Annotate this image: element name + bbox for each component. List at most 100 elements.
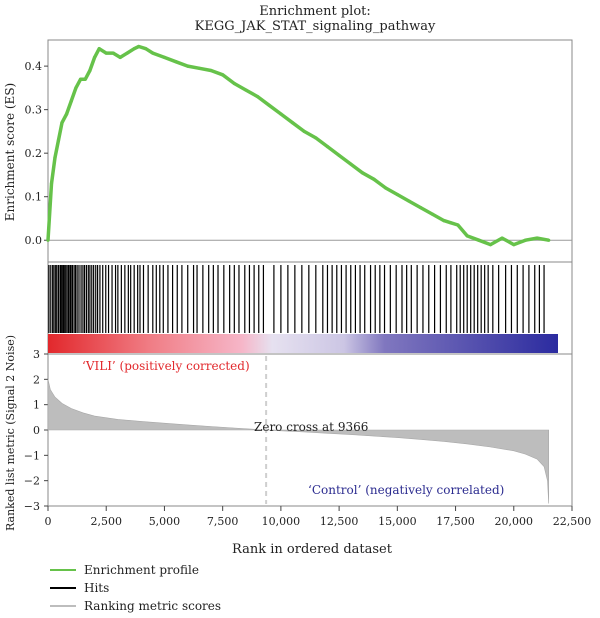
metric-y-tick-label: −1 [24,449,40,462]
x-tick-label: 20,000 [495,515,534,528]
es-y-tick-label: 0.2 [25,147,43,160]
enrichment-profile-point [137,44,141,49]
legend-label-metric: Ranking metric scores [84,599,221,613]
enrichment-profile-point [232,81,236,86]
enrichment-profile-point [56,138,61,142]
ranking-metric-series [47,379,549,504]
enrichment-profile-point [209,68,213,73]
metric-y-tick-label: −3 [24,500,40,513]
enrichment-profile-point [111,51,115,55]
x-tick-label: 0 [45,515,52,528]
enrichment-profile-point [60,121,64,125]
x-tick-label: 12,500 [320,515,359,528]
enrichment-profile-point [456,223,460,227]
es-y-tick-label: 0.1 [25,191,43,204]
positive-label: ‘VILI’ (positively corrected) [82,359,250,373]
enrichment-profile-point [83,77,87,81]
es-y-tick-label: 0.4 [25,60,43,73]
enrichment-profile-point [512,242,516,247]
enrichment-profile-point [125,51,129,55]
enrichment-profile-point [349,162,353,166]
enrichment-profile-point [74,86,78,90]
enrichment-profile-point [49,182,54,186]
enrichment-profile-point [360,171,364,175]
enrichment-profile-point [395,192,399,197]
x-axis: 0 2,500 5,000 7,500 10,000 12,500 15,000 17,500… [45,506,592,528]
es-y-axis-label: Enrichment score (ES) [3,83,17,221]
enrichment-profile-point [144,47,148,51]
enrichment-profile-point [442,219,446,223]
enrichment-profile-point [419,205,423,210]
enrichment-profile-point [53,155,57,160]
metric-y-axis: −3 −2 −1 0 1 2 3 [24,348,48,513]
es-panel-frame [47,39,573,263]
rank-gradient-bar [48,334,558,353]
metric-y-axis-label: Ranked list metric (Signal 2 Noise) [4,335,17,531]
enrichment-profile-point [500,236,504,240]
chart-title-line2: KEGG_JAK_STAT_signaling_pathway [195,19,436,34]
enrichment-profile-point [151,51,155,55]
enrichment-profile-point [314,136,318,140]
enrichment-profile-point [174,60,178,64]
chart-title-line1: Enrichment plot: [259,4,371,19]
es-y-axis: 0.0 0.1 0.2 0.3 0.4 [25,60,48,247]
metric-y-tick-label: 1 [33,399,40,412]
metric-y-tick-label: −2 [24,475,40,488]
hits-series [48,265,545,333]
enrichment-profile-point [535,236,539,240]
enrichment-profile-series [46,44,551,247]
enrichment-profile-point [65,112,69,116]
enrichment-profile-point [79,77,83,81]
metric-y-tick-label: 2 [33,373,40,386]
negative-label: ‘Control’ (negatively correlated) [308,483,504,497]
legend-label-hits: Hits [84,581,109,595]
enrichment-profile-point [337,153,341,157]
enrichment-profile-point [465,234,469,238]
metric-y-tick-label: 0 [33,424,40,437]
x-tick-label: 17,500 [436,515,475,528]
x-tick-label: 2,500 [90,515,122,528]
enrichment-profile-point [88,68,92,73]
enrichment-profile-point [197,66,201,70]
enrichment-profile-point [384,186,388,190]
x-tick-label: 5,000 [149,515,181,528]
enrichment-profile-point [69,99,73,103]
enrichment-profile-point [244,88,248,92]
enrichment-profile-point [46,238,50,242]
x-axis-label: Rank in ordered dataset [232,542,393,557]
enrichment-profile-point [407,199,411,203]
enrichment-profile-point [256,94,260,99]
es-y-tick-label: 0.3 [25,104,43,117]
enrichment-profile-point [186,64,190,68]
enrichment-profile-point [162,55,167,60]
zero-cross-label: Zero cross at 9366 [254,420,368,434]
enrichment-profile-point [372,177,376,181]
ranking-metric-area [47,379,549,504]
enrichment-profile-point [104,51,108,55]
enrichment-profile-point [279,112,283,116]
legend: Enrichment profile Hits Ranking metric s… [50,563,221,613]
enrichment-profile-point [449,221,453,225]
enrichment-profile-point [523,238,528,242]
enrichment-profile-point [290,121,295,125]
enrichment-profile-point [118,55,122,60]
x-tick-label: 10,000 [262,515,301,528]
x-tick-label: 7,500 [207,515,239,528]
enrichment-profile-point [92,55,97,60]
es-y-tick-label: 0.0 [25,234,43,247]
enrichment-profile-point [267,103,271,107]
metric-y-tick-label: 3 [33,348,40,361]
x-tick-label: 15,000 [378,515,417,528]
enrichment-profile-point [547,238,551,242]
enrichment-profile-point [302,129,306,134]
enrichment-profile-point [221,73,225,77]
enrichment-profile-point [325,145,330,149]
enrichment-profile-point [132,47,136,51]
x-tick-label: 22,500 [553,515,592,528]
enrichment-profile-point [488,242,493,247]
enrichment-profile-point [430,212,434,216]
enrichment-profile-point [97,47,101,51]
legend-label-enrichment: Enrichment profile [84,563,199,577]
enrichment-profile-point [477,238,481,242]
